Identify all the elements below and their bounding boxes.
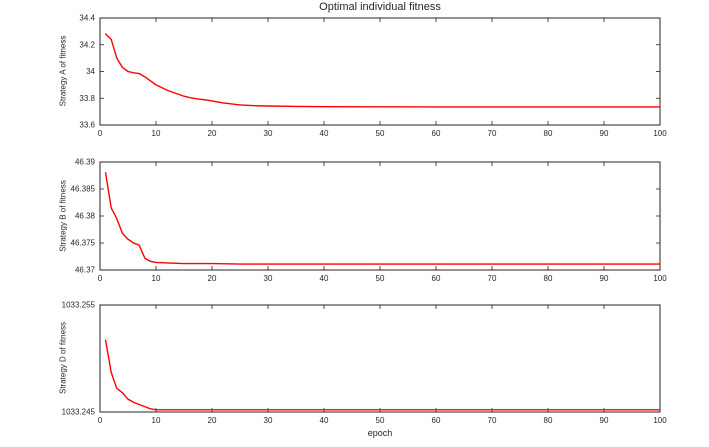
x-tick-label: 20 xyxy=(208,129,217,138)
y-tick-label: 46.375 xyxy=(71,239,96,248)
x-tick-label: 100 xyxy=(653,416,667,425)
chart-title: Optimal individual fitness xyxy=(319,1,441,13)
x-tick-label: 20 xyxy=(208,416,217,425)
x-tick-label: 10 xyxy=(152,274,161,283)
fitness-curve xyxy=(104,172,661,265)
x-tick-label: 80 xyxy=(544,274,553,283)
x-tick-label: 100 xyxy=(653,129,667,138)
y-tick-label: 46.38 xyxy=(75,212,96,221)
x-tick-label: 70 xyxy=(488,416,497,425)
chart-strategy-a: 0 10 20 30 40 50 60 70 80 90 100 33.6 33.8 34 34.2 34.4 xyxy=(79,14,667,139)
x-tick-label: 70 xyxy=(488,274,497,283)
x-tick-label: 60 xyxy=(432,274,441,283)
y-tick-label: 33.8 xyxy=(79,94,95,103)
y-tick-label: 34.2 xyxy=(79,40,95,49)
x-tick-label: 30 xyxy=(264,274,273,283)
x-tick-label: 60 xyxy=(432,416,441,425)
x-tick-label: 20 xyxy=(208,274,217,283)
y-tick-label: 34.4 xyxy=(79,14,95,23)
y-tick-label: 34 xyxy=(86,67,95,76)
x-tick-label: 80 xyxy=(544,129,553,138)
x-tick-label: 0 xyxy=(98,274,103,283)
x-tick-label: 30 xyxy=(264,129,273,138)
x-tick-label: 10 xyxy=(152,129,161,138)
x-tick-label: 50 xyxy=(376,416,385,425)
x-tick-label: 10 xyxy=(152,416,161,425)
fitness-curve xyxy=(104,339,661,411)
x-tick-label: 0 xyxy=(98,416,103,425)
xlabel: epoch xyxy=(367,428,393,438)
x-tick-label: 50 xyxy=(376,274,385,283)
axes-box xyxy=(99,304,661,413)
axes-box xyxy=(99,161,661,271)
x-tick-label: 100 xyxy=(653,274,667,283)
y-tick-label: 1033.255 xyxy=(62,301,96,310)
chart-strategy-b: 0 10 20 30 40 50 60 70 80 90 100 46.37 46.375 46.38 46… xyxy=(71,158,668,284)
y-tick-label: 46.37 xyxy=(75,266,96,275)
x-tick-label: 0 xyxy=(98,129,103,138)
x-tick-label: 90 xyxy=(600,274,609,283)
x-tick-label: 80 xyxy=(544,416,553,425)
axes-box xyxy=(99,17,661,126)
x-tick-label: 90 xyxy=(600,416,609,425)
fitness-curve xyxy=(104,33,661,108)
x-tick-label: 30 xyxy=(264,416,273,425)
x-tick-label: 70 xyxy=(488,129,497,138)
y-tick-label: 1033.245 xyxy=(62,408,96,417)
x-tick-label: 50 xyxy=(376,129,385,138)
x-tick-label: 60 xyxy=(432,129,441,138)
x-tick-label: 40 xyxy=(320,274,329,283)
y-tick-label: 46.39 xyxy=(75,158,96,167)
x-tick-label: 40 xyxy=(320,129,329,138)
y-tick-label: 46.385 xyxy=(71,185,96,194)
x-tick-label: 90 xyxy=(600,129,609,138)
chart-strategy-d: 0 10 20 30 40 50 60 70 80 90 100 1033.245 1033.255 xyxy=(62,301,668,426)
y-tick-label: 33.6 xyxy=(79,121,95,130)
x-tick-label: 40 xyxy=(320,416,329,425)
